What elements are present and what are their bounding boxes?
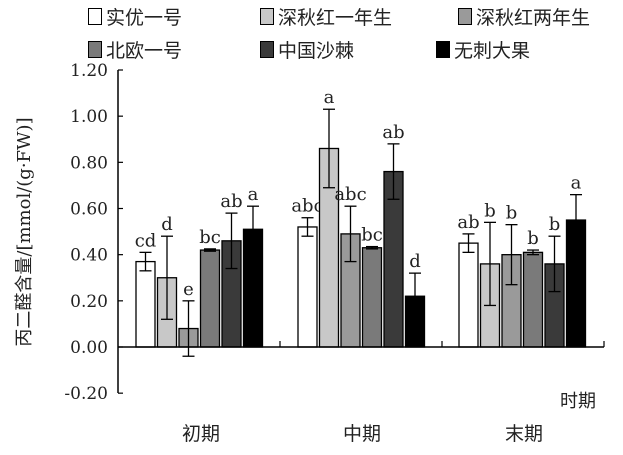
significance-label: bc bbox=[361, 225, 383, 246]
significance-label: a bbox=[571, 173, 582, 194]
legend-swatch-2 bbox=[260, 7, 274, 25]
y-tick-label: 1.20 bbox=[70, 61, 108, 81]
y-axis-ticks: -0.20 0.00 0.20 0.40 0.60 0.80 1.00 1.20 bbox=[64, 61, 605, 404]
significance-label: b bbox=[484, 200, 496, 221]
y-tick-label: 0.60 bbox=[70, 200, 108, 220]
significance-label: e bbox=[183, 279, 194, 300]
significance-label: cd bbox=[135, 230, 157, 251]
bar bbox=[297, 226, 318, 348]
legend-label-5: 中国沙棘 bbox=[278, 39, 355, 62]
legend-item-6: 无刺大果 bbox=[436, 37, 531, 62]
legend: 实优一号 深秋红一年生 深秋红两年生 北欧一号 中国沙棘 无刺大果 bbox=[88, 4, 618, 68]
y-axis-title: 丙二醛含量/[mmol/(g·FW)] bbox=[14, 117, 35, 346]
significance-label: ab bbox=[220, 191, 242, 212]
significance-label: bc bbox=[199, 227, 221, 248]
legend-swatch-6 bbox=[436, 40, 450, 58]
legend-label-3: 深秋红两年生 bbox=[476, 6, 591, 29]
y-tick-label: -0.20 bbox=[64, 384, 108, 404]
significance-label: ab bbox=[457, 212, 479, 233]
bar bbox=[361, 247, 383, 348]
legend-label-2: 深秋红一年生 bbox=[278, 6, 393, 29]
category-label-3: 末期 bbox=[505, 423, 543, 445]
legend-item-4: 北欧一号 bbox=[88, 37, 183, 62]
legend-item-1: 实优一号 bbox=[88, 4, 183, 29]
x-axis-title: 时期 bbox=[560, 391, 596, 412]
significance-label: b bbox=[527, 228, 539, 249]
legend-swatch-4 bbox=[88, 40, 102, 58]
bar bbox=[199, 249, 221, 348]
legend-swatch-5 bbox=[260, 40, 274, 58]
significance-label: abc bbox=[334, 184, 366, 205]
legend-item-5: 中国沙棘 bbox=[260, 37, 355, 62]
legend-swatch-1 bbox=[88, 7, 102, 25]
legend-label-1: 实优一号 bbox=[106, 6, 183, 29]
significance-label: b bbox=[506, 203, 518, 224]
significance-label: a bbox=[324, 87, 335, 108]
significance-label: a bbox=[248, 184, 259, 205]
bar bbox=[135, 260, 156, 348]
bar bbox=[458, 242, 479, 348]
significance-label: ab bbox=[382, 122, 404, 143]
y-tick-label: 0.40 bbox=[70, 246, 108, 266]
significance-label: b bbox=[549, 214, 561, 235]
legend-item-3: 深秋红两年生 bbox=[458, 4, 591, 29]
category-label-1: 初期 bbox=[182, 423, 220, 445]
y-tick-label: 1.00 bbox=[70, 107, 108, 127]
category-label-2: 中期 bbox=[343, 423, 381, 445]
y-tick-label: 0.80 bbox=[70, 153, 108, 173]
legend-item-2: 深秋红一年生 bbox=[260, 4, 393, 29]
significance-label: abc bbox=[291, 196, 323, 217]
legend-label-4: 北欧一号 bbox=[106, 39, 183, 62]
significance-label: d bbox=[409, 251, 421, 272]
legend-swatch-3 bbox=[458, 7, 472, 25]
bar bbox=[522, 251, 544, 348]
y-tick-label: 0.20 bbox=[70, 292, 108, 312]
significance-label: d bbox=[161, 214, 173, 235]
legend-label-6: 无刺大果 bbox=[454, 39, 531, 62]
y-tick-label: 0.00 bbox=[70, 338, 108, 358]
